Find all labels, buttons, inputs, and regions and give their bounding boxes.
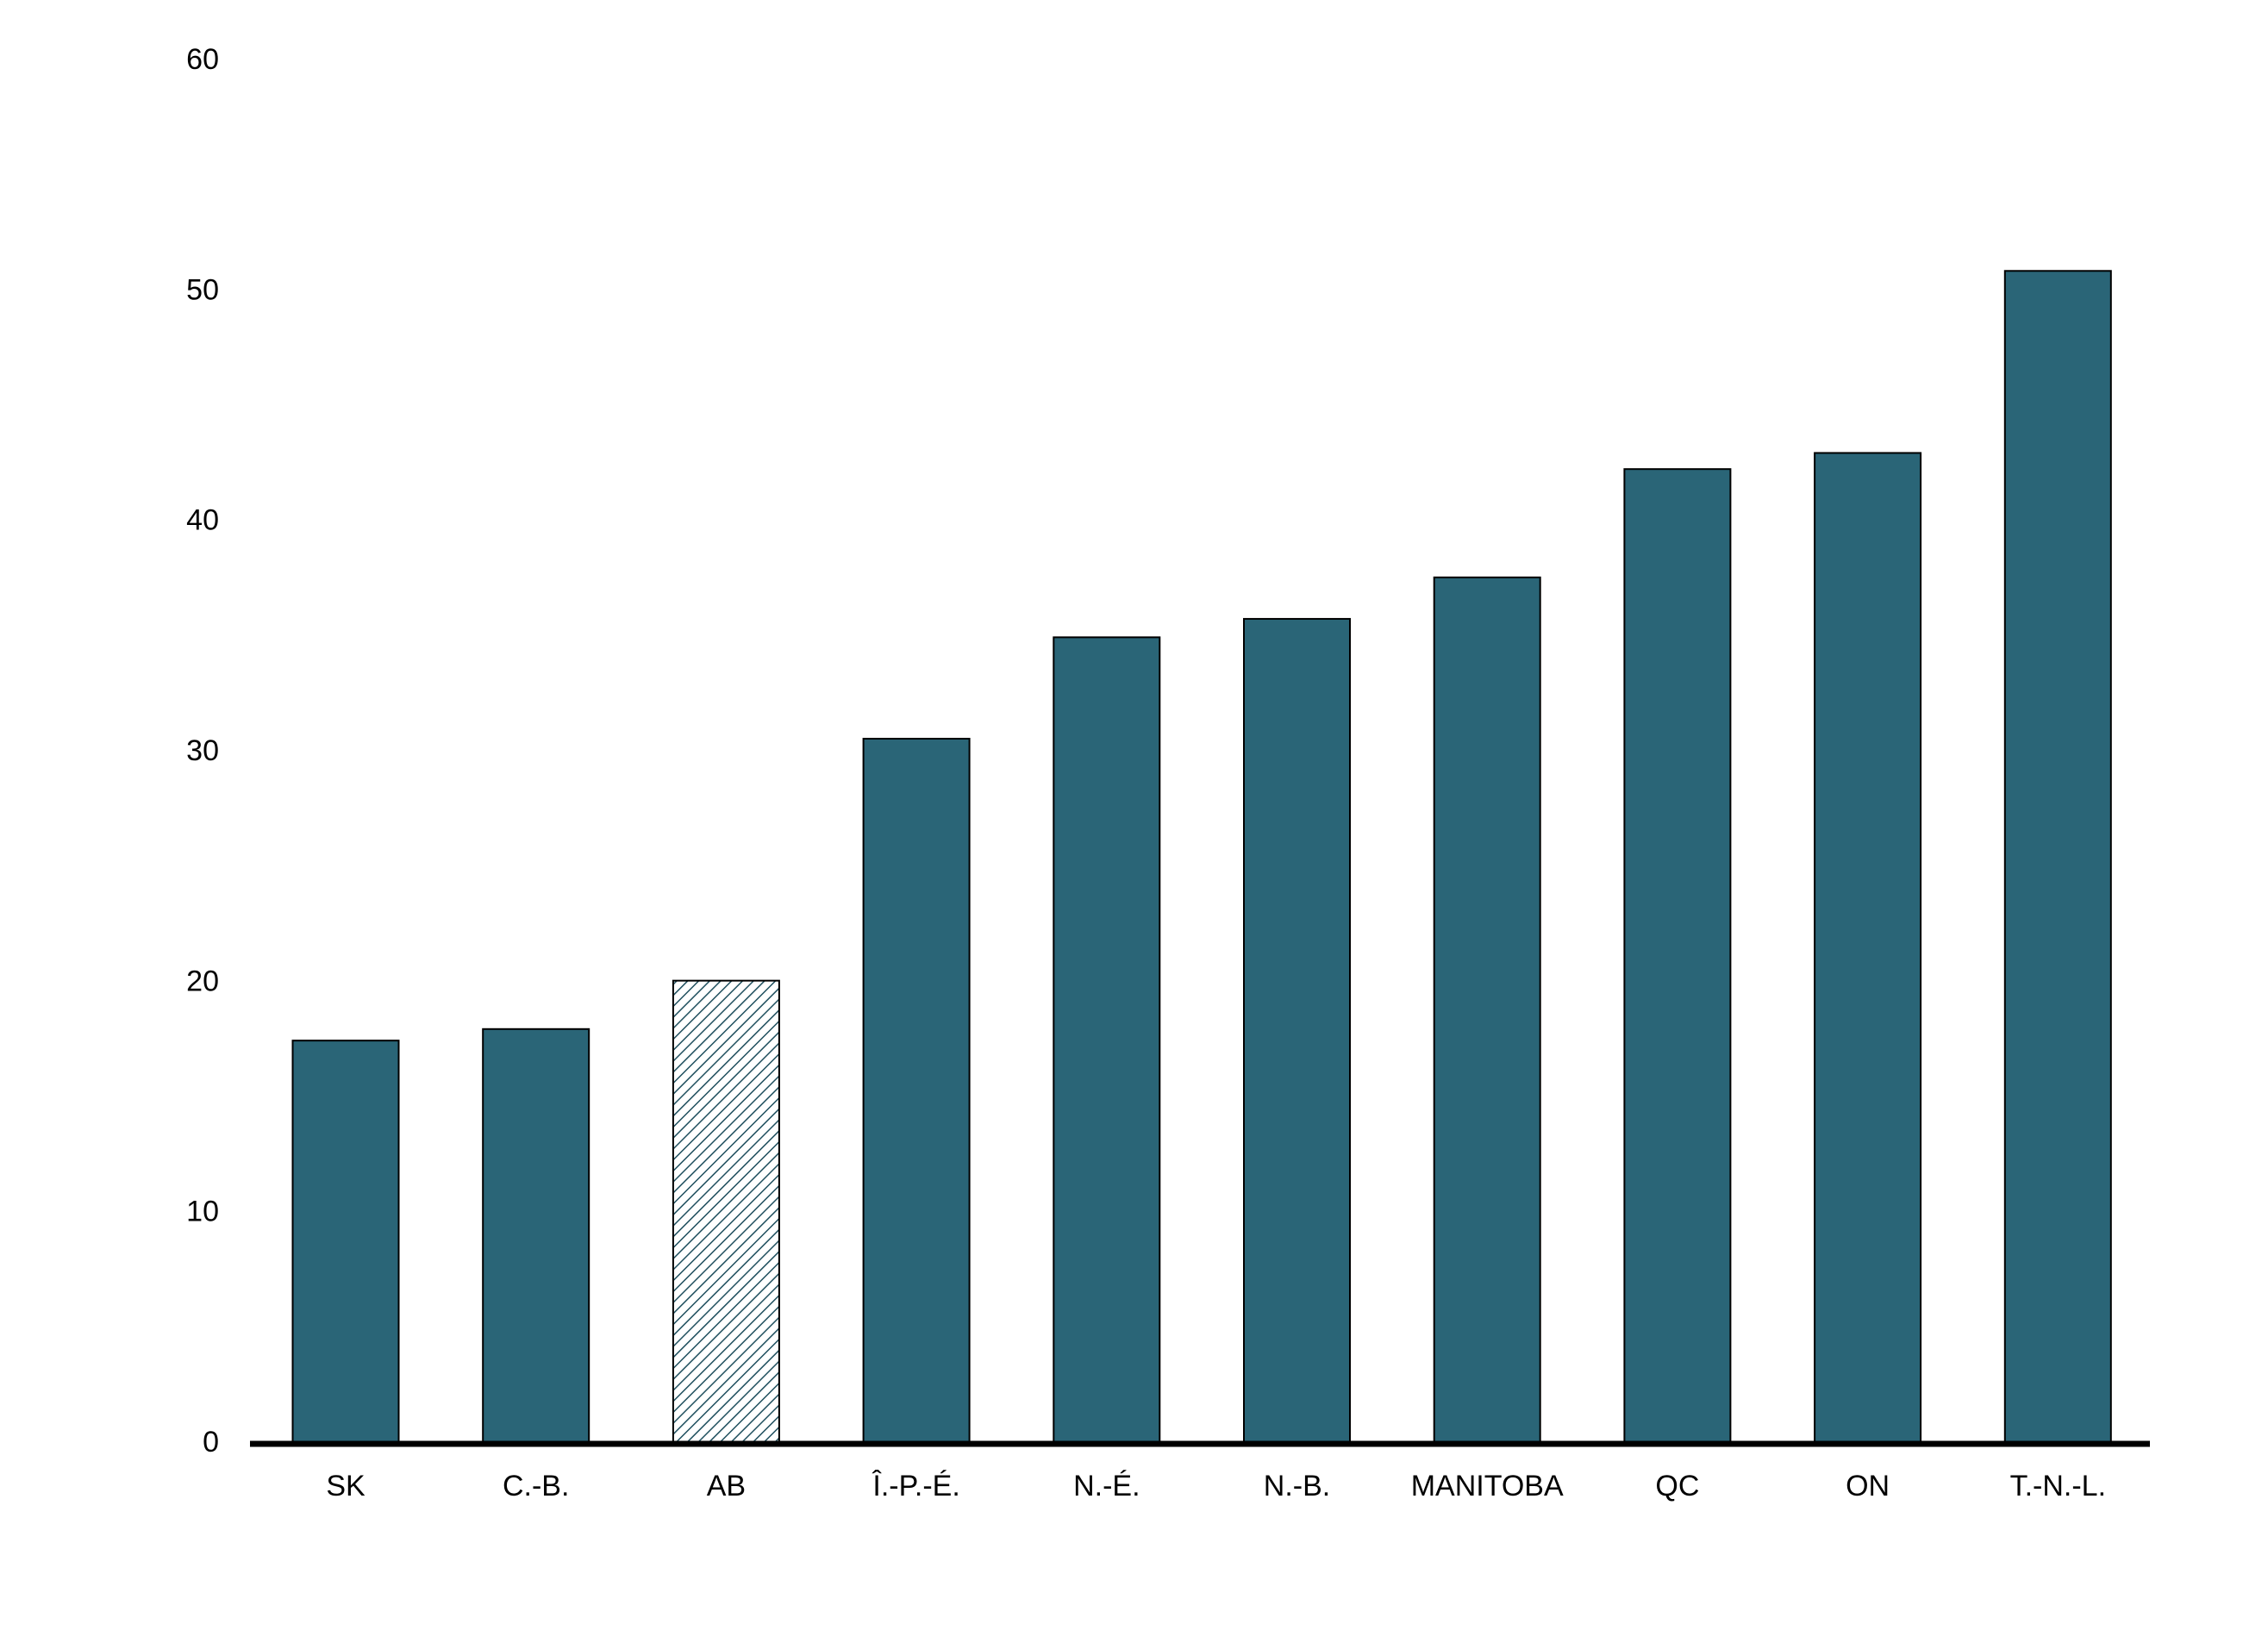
bar [862,737,971,1445]
x-tick-label: SK [326,1470,366,1502]
y-tick-label: 0 [203,1426,219,1458]
x-tick-label: MANITOBA [1411,1470,1564,1502]
x-tick-label: N.-É. [1073,1470,1140,1502]
x-tick-label: Î.-P.-É. [872,1470,959,1502]
y-tick-label: 40 [186,504,219,537]
bar [1053,636,1161,1445]
x-tick-label: AB [707,1470,746,1502]
y-tick-label: 30 [186,734,219,767]
y-tick-label: 10 [186,1196,219,1228]
bar [2003,270,2112,1446]
x-tick-label: T.-N.-L. [2010,1470,2106,1502]
bar [1814,452,1922,1445]
bar [672,979,780,1446]
y-tick-label: 20 [186,965,219,997]
bar [291,1040,400,1445]
bar [1243,617,1351,1445]
bar [1433,576,1541,1445]
y-tick-label: 50 [186,273,219,306]
x-tick-label: ON [1846,1470,1890,1502]
bar [482,1028,590,1446]
x-tick-label: N.-B. [1264,1470,1330,1502]
x-tick-label: C.-B. [503,1470,569,1502]
x-tick-label: QC [1655,1470,1699,1502]
bar [1623,468,1732,1445]
y-tick-label: 60 [186,43,219,76]
